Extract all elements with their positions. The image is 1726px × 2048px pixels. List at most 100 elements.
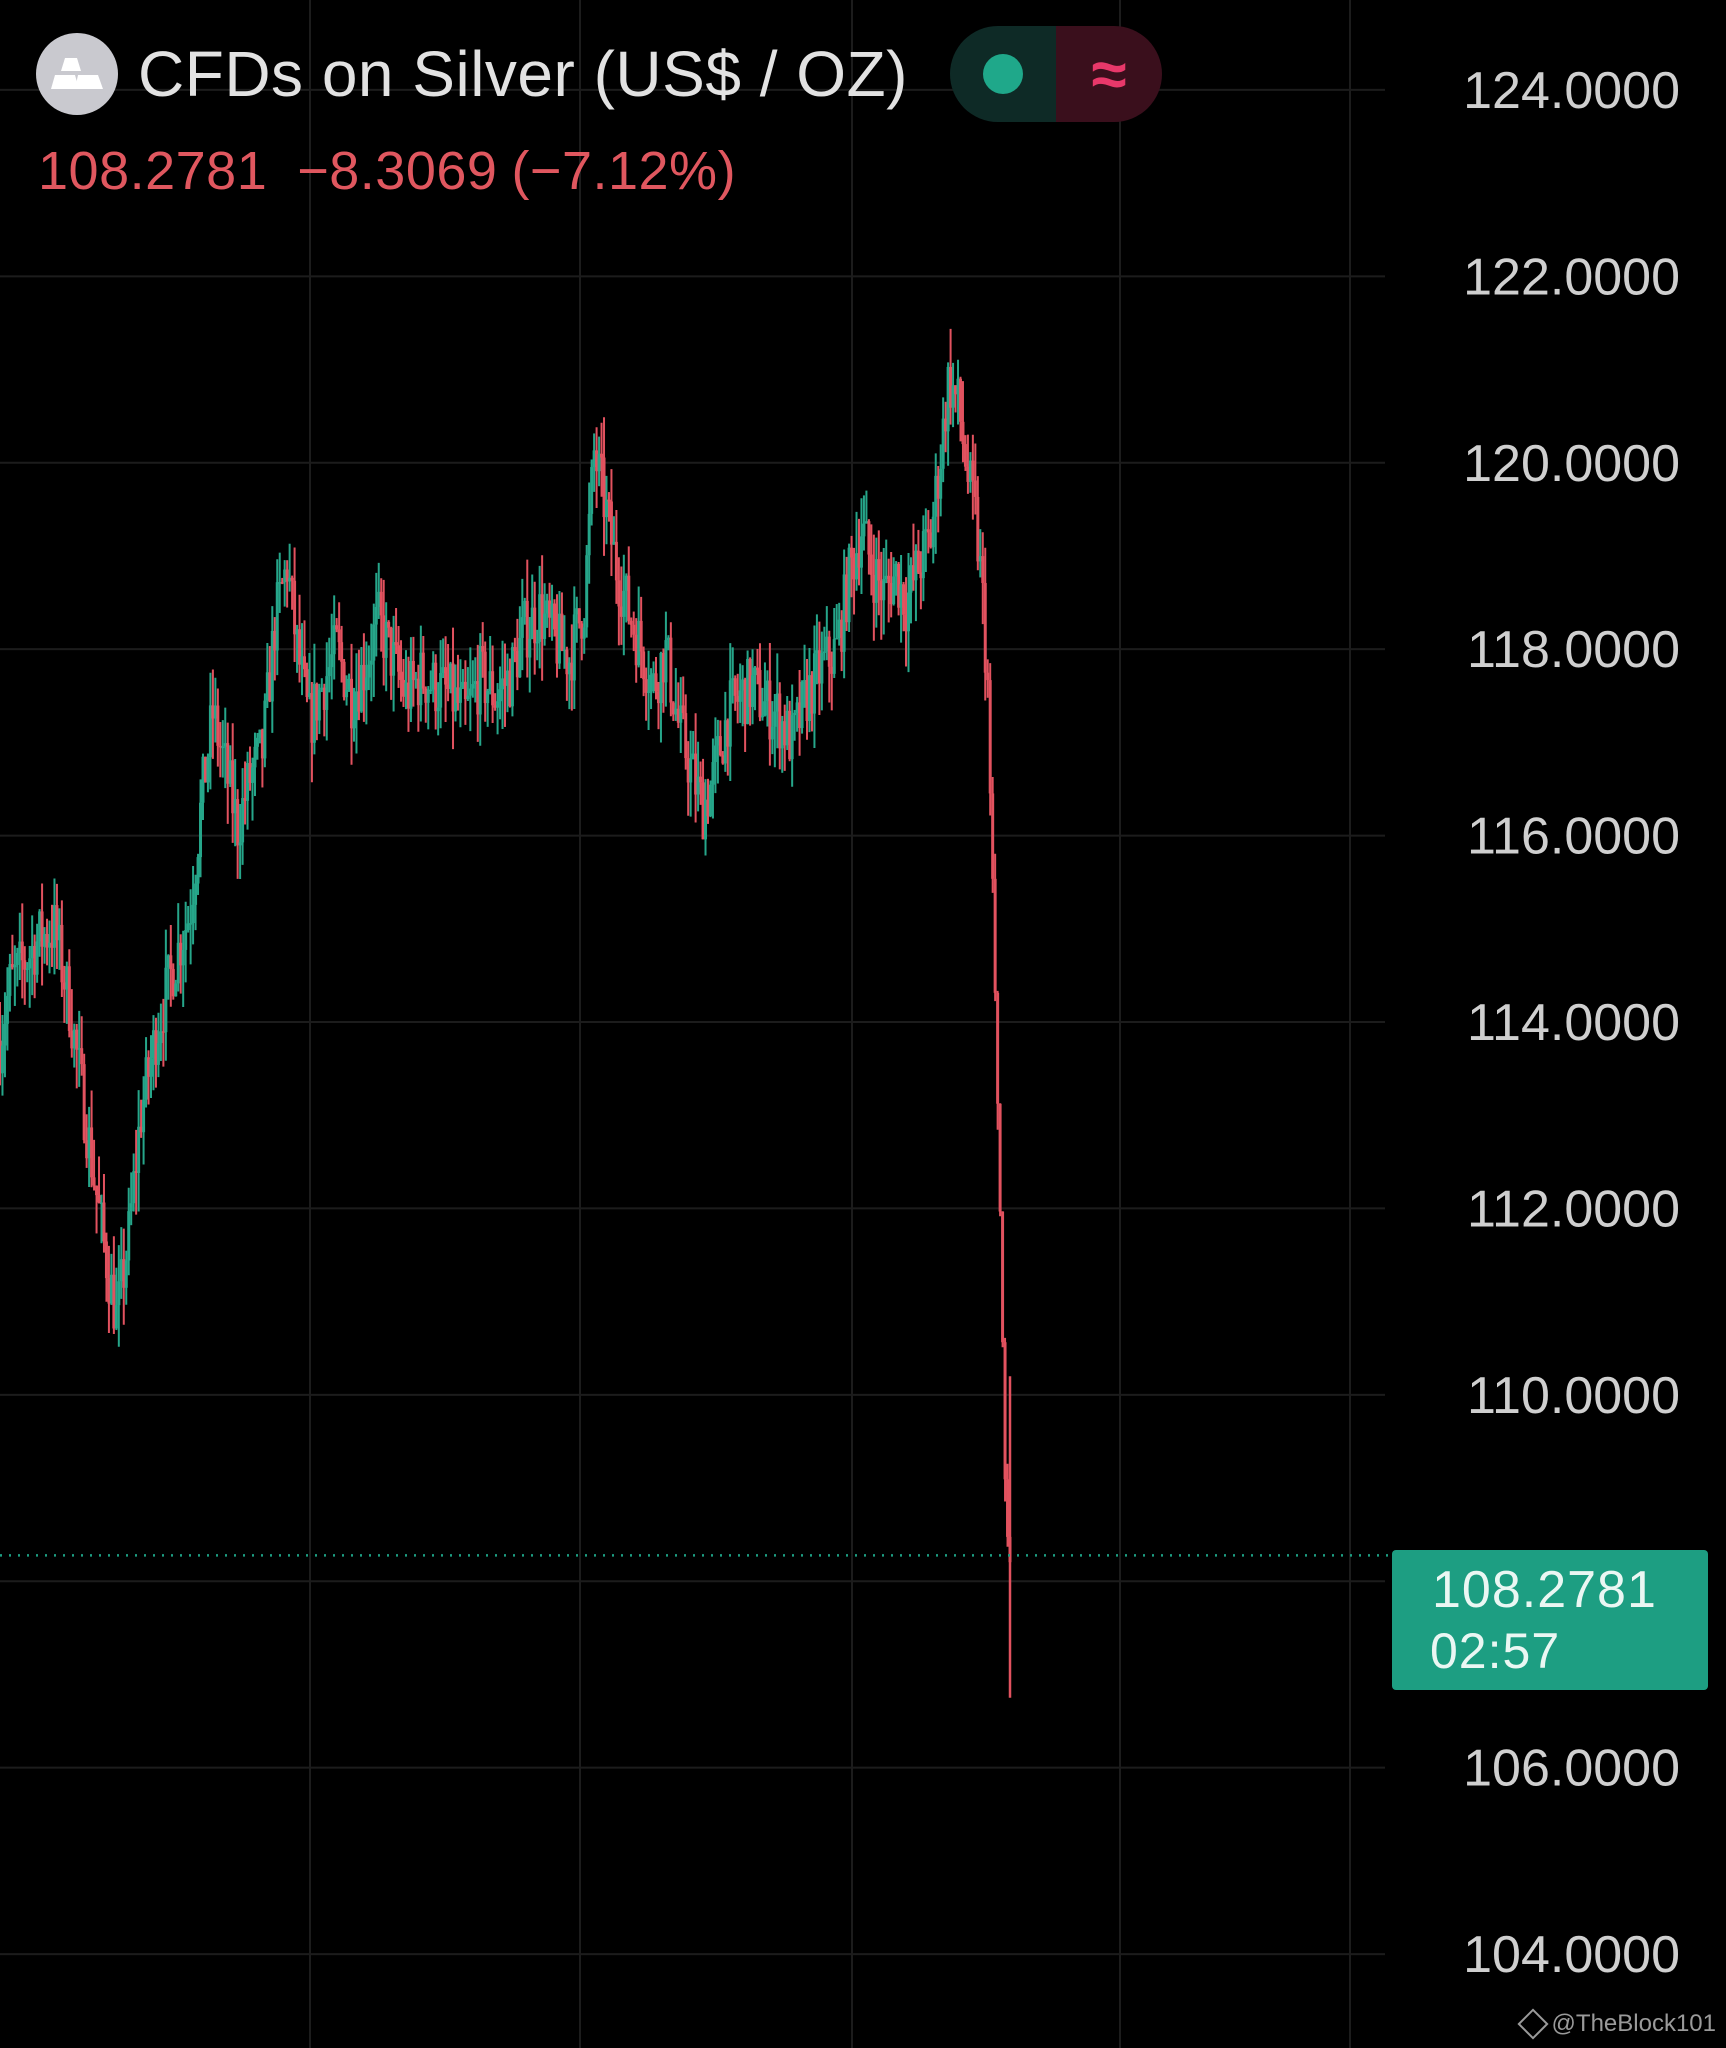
candle-body <box>451 663 455 712</box>
candle-body <box>634 634 638 666</box>
candle-body <box>461 681 465 688</box>
candle-body <box>704 799 708 840</box>
candle-body <box>211 705 215 719</box>
candle-body <box>822 651 826 654</box>
candle-body <box>243 798 247 801</box>
candle-body <box>543 613 547 639</box>
candle-body <box>456 687 460 703</box>
approx-wave-icon: ≈ <box>1091 38 1127 110</box>
candle-body <box>87 1127 91 1159</box>
candle-body <box>431 662 435 690</box>
silver-bars-icon <box>36 33 118 115</box>
candle-body <box>909 565 913 593</box>
mode-toggle[interactable]: ≈ <box>949 26 1162 122</box>
live-toggle-button[interactable] <box>949 26 1056 122</box>
candle-body <box>357 691 361 712</box>
candle-body <box>498 689 502 702</box>
candle-body <box>632 624 636 635</box>
y-tick-label: 110.0000 <box>1467 1367 1680 1425</box>
candle-body <box>817 650 821 684</box>
candle-body <box>874 559 878 603</box>
candle-body <box>520 617 524 638</box>
candle-body <box>312 683 316 743</box>
candle-body <box>619 606 623 617</box>
candle-body <box>107 1278 111 1304</box>
candle-body <box>887 575 891 583</box>
candle-body <box>991 793 995 879</box>
candle-body <box>226 743 230 784</box>
candle-body <box>510 647 514 707</box>
candle-body <box>52 905 56 948</box>
candle-body <box>414 678 418 681</box>
candle-body <box>189 923 193 925</box>
live-dot-icon <box>982 54 1023 94</box>
candle-body <box>958 378 962 422</box>
candle-body <box>201 756 205 803</box>
candle-body <box>612 541 616 545</box>
candle-body <box>463 681 467 700</box>
candle-body <box>362 664 366 691</box>
candle-body <box>325 676 329 710</box>
candle-body <box>298 629 302 665</box>
candle-body <box>114 1305 118 1329</box>
last-price: 108.2781 <box>38 141 268 201</box>
candle-body <box>354 691 358 721</box>
candle-body <box>805 680 809 722</box>
candle-body <box>241 798 245 843</box>
candle-body <box>986 672 990 681</box>
candle-body <box>50 942 54 948</box>
candle-body <box>92 1177 96 1186</box>
candle-body <box>258 729 262 738</box>
candle-body <box>416 678 420 706</box>
y-tick-label: 124.0000 <box>1463 62 1680 120</box>
candle-body <box>426 689 430 703</box>
candle-body <box>954 385 958 395</box>
candle-body <box>382 615 386 658</box>
approx-toggle-button[interactable]: ≈ <box>1055 26 1162 122</box>
candle-body <box>812 653 816 714</box>
candle-body <box>830 666 834 674</box>
candle-body <box>592 450 596 468</box>
candle-body <box>90 1127 94 1178</box>
candle-body <box>62 982 66 990</box>
candle-body <box>850 547 854 558</box>
candle-body <box>1003 1342 1007 1480</box>
price-change: −8.3069 <box>297 141 498 201</box>
candle-body <box>649 674 653 692</box>
symbol-title: CFDs on Silver (US$ / OZ) <box>138 38 908 110</box>
candle-body <box>127 1211 131 1261</box>
candle-body <box>723 720 727 764</box>
candle-body <box>293 580 297 635</box>
candle-body <box>38 911 42 942</box>
candle-body <box>602 457 606 518</box>
y-tick-label: 114.0000 <box>1467 994 1680 1052</box>
candle-body <box>694 753 698 795</box>
candle-body <box>862 523 866 537</box>
candle-body <box>919 572 923 579</box>
candle-body <box>102 1202 106 1242</box>
candle-body <box>389 627 393 676</box>
candle-body <box>275 582 279 651</box>
y-tick-label: 118.0000 <box>1467 621 1680 679</box>
candle-body <box>827 636 831 667</box>
candle-body <box>260 729 264 759</box>
candle-body <box>907 592 911 632</box>
candle-body <box>166 955 170 968</box>
candle-body <box>535 641 539 644</box>
candle-body <box>310 693 314 743</box>
candle-body <box>840 619 844 652</box>
candle-body <box>570 662 574 681</box>
candle-body <box>421 652 425 689</box>
candle-body <box>971 460 975 481</box>
candle-body <box>503 678 507 686</box>
candle-body <box>590 467 594 514</box>
chart-header: CFDs on Silver (US$ / OZ) ≈ <box>36 26 1162 122</box>
candle-body <box>347 678 351 690</box>
candle-body <box>434 662 438 712</box>
candle-body <box>617 580 621 607</box>
candle-body <box>280 582 284 584</box>
candle-body <box>889 582 893 605</box>
candle-body <box>33 946 37 975</box>
candle-body <box>652 673 656 675</box>
candle-body <box>493 705 497 708</box>
